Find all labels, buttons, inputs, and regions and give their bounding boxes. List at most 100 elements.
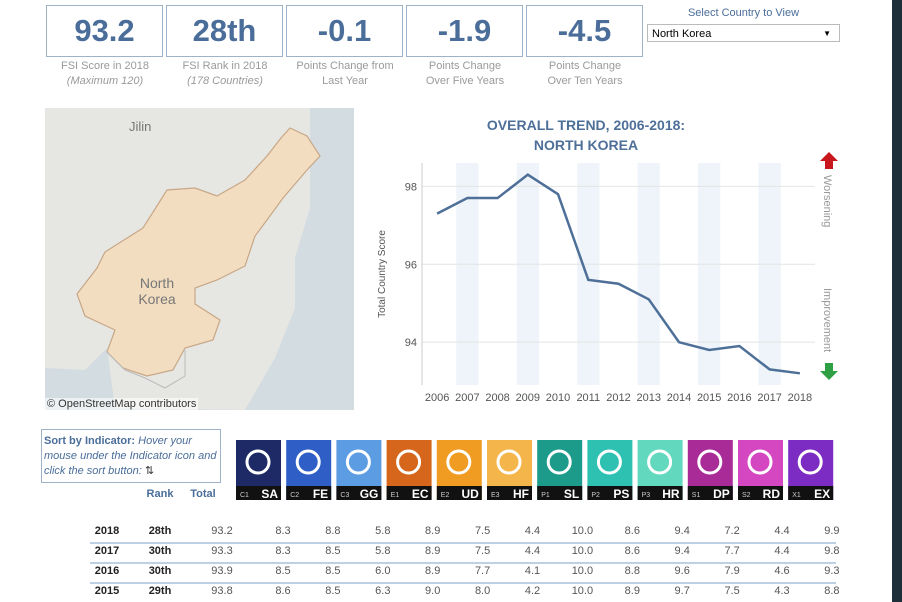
table-cell: 2018 — [95, 525, 119, 537]
better-arrow — [820, 363, 838, 380]
indicator-icon[interactable]: P3 HR — [637, 440, 683, 501]
table-cell: 10.0 — [572, 545, 593, 557]
table-cell: 9.7 — [675, 585, 690, 597]
map[interactable]: Jilin North Korea © OpenStreetMap contri… — [45, 108, 354, 410]
icon-strip — [738, 486, 783, 500]
indicator-icon[interactable]: P2 PS — [587, 440, 633, 501]
indicator-icon[interactable]: C3 GG — [336, 440, 382, 501]
table-cell: 4.3 — [774, 585, 789, 597]
x-tick-label: 2014 — [667, 392, 691, 404]
kpi-value: 93.2 — [46, 5, 163, 57]
x-tick-label: 2012 — [606, 392, 630, 404]
country-dropdown[interactable]: North Korea ▼ — [647, 24, 840, 42]
indicator-icon[interactable]: S1 DP — [687, 440, 733, 501]
table-cell: 10.0 — [572, 585, 593, 597]
table-cell: 93.8 — [211, 585, 232, 597]
sort-box: Sort by Indicator: Hover your mouse unde… — [41, 429, 221, 483]
table-cell: 29th — [149, 585, 172, 597]
column-band — [577, 163, 600, 385]
table-cell: 8.6 — [625, 525, 640, 537]
table-cell: 8.9 — [425, 525, 440, 537]
icon-glyph — [697, 449, 723, 475]
icon-code: C3 — [340, 492, 349, 499]
column-band — [637, 163, 660, 385]
icon-glyph — [245, 449, 271, 475]
icon-glyph — [647, 449, 673, 475]
border-line — [106, 350, 186, 389]
indicator-icon[interactable]: X1 EX — [788, 440, 834, 501]
sea — [45, 108, 354, 410]
indicator-table: Rank Total C1 SA C2 FE C3 GG E1 EC E2 UD E3 HF P1 SL P2 P… — [90, 440, 840, 597]
kpi-label: FSI Rank in 2018 — [182, 60, 268, 72]
frame-edge — [892, 0, 902, 602]
column-header: Total — [190, 488, 215, 500]
kpi-note: (178 Countries) — [187, 75, 263, 87]
table-cell: 7.5 — [724, 585, 739, 597]
table-cell: 8.3 — [275, 545, 290, 557]
x-tick-label: 2017 — [757, 392, 781, 404]
table-cell: 6.3 — [375, 585, 390, 597]
table-cell: 8.8 — [325, 525, 340, 537]
x-tick-label: 2016 — [727, 392, 751, 404]
table-cell: 30th — [149, 545, 172, 557]
table-cell: 8.5 — [325, 585, 340, 597]
kpi-caption: Points Change Over Ten Years — [524, 59, 646, 89]
table-cell: 4.4 — [774, 525, 789, 537]
kpi-caption: Points Change from Last Year — [284, 59, 406, 89]
column-band — [698, 163, 721, 385]
table-cell: 4.6 — [774, 565, 789, 577]
icon-strip — [336, 486, 382, 500]
table-cell: 4.4 — [774, 545, 789, 557]
icon-code: P1 — [541, 492, 550, 499]
icon-abbr: HR — [662, 487, 680, 501]
x-tick-label: 2011 — [576, 392, 600, 404]
x-tick-label: 2006 — [425, 392, 449, 404]
icon-abbr: RD — [763, 487, 781, 501]
sort-title: Sort by Indicator: — [44, 435, 136, 447]
table-cell: 4.4 — [525, 525, 540, 537]
table-cell: 10.0 — [572, 565, 593, 577]
table-cell: 8.9 — [625, 585, 640, 597]
table-cell: 7.9 — [724, 565, 739, 577]
indicator-icon[interactable]: E1 EC — [386, 440, 432, 501]
icon-abbr: DP — [713, 487, 730, 501]
table-cell: 6.0 — [375, 565, 390, 577]
indicator-icon[interactable]: S2 RD — [738, 440, 783, 501]
worse-arrow — [820, 152, 838, 169]
map-attribution: © OpenStreetMap contributors — [45, 398, 199, 410]
icon-code: E1 — [391, 492, 400, 499]
icon-code: E2 — [441, 492, 450, 499]
icon-abbr: FE — [313, 487, 328, 501]
indicator-icon[interactable]: C1 SA — [236, 440, 281, 501]
y-axis-label: Total Country Score — [377, 230, 388, 318]
x-tick-label: 2013 — [636, 392, 660, 404]
table-cell: 9.6 — [675, 565, 690, 577]
icon-code: S1 — [692, 492, 701, 499]
indicator-icon[interactable]: E2 UD — [436, 440, 482, 501]
sort-icon[interactable]: ⇅ — [144, 465, 155, 477]
table-cell: 93.2 — [211, 525, 232, 537]
x-tick-label: 2007 — [455, 392, 479, 404]
indicator-icon[interactable]: E3 HF — [487, 440, 532, 501]
map-shapes — [45, 108, 354, 410]
chart-title: OVERALL TREND, 2006-2018: — [487, 117, 685, 133]
column-band — [456, 163, 479, 385]
map-label: North Korea — [138, 275, 176, 307]
icon-glyph — [295, 449, 321, 475]
table-cell: 5.8 — [375, 545, 390, 557]
table-cell: 8.5 — [275, 565, 290, 577]
table-cell: 28th — [149, 525, 172, 537]
table-cell: 8.6 — [625, 545, 640, 557]
icon-glyph — [747, 449, 773, 475]
x-tick-label: 2015 — [697, 392, 721, 404]
indicator-icon[interactable]: C2 FE — [286, 440, 332, 501]
icon-glyph — [396, 449, 422, 475]
kpi-label: Points Change from Last Year — [296, 60, 394, 87]
indicator-icon[interactable]: P1 SL — [537, 440, 583, 501]
table-cell: 4.1 — [525, 565, 540, 577]
kpi-note: (Maximum 120) — [66, 75, 144, 87]
icon-glyph — [496, 449, 522, 475]
y-tick-label: 94 — [405, 337, 417, 349]
table-cell: 8.5 — [325, 565, 340, 577]
